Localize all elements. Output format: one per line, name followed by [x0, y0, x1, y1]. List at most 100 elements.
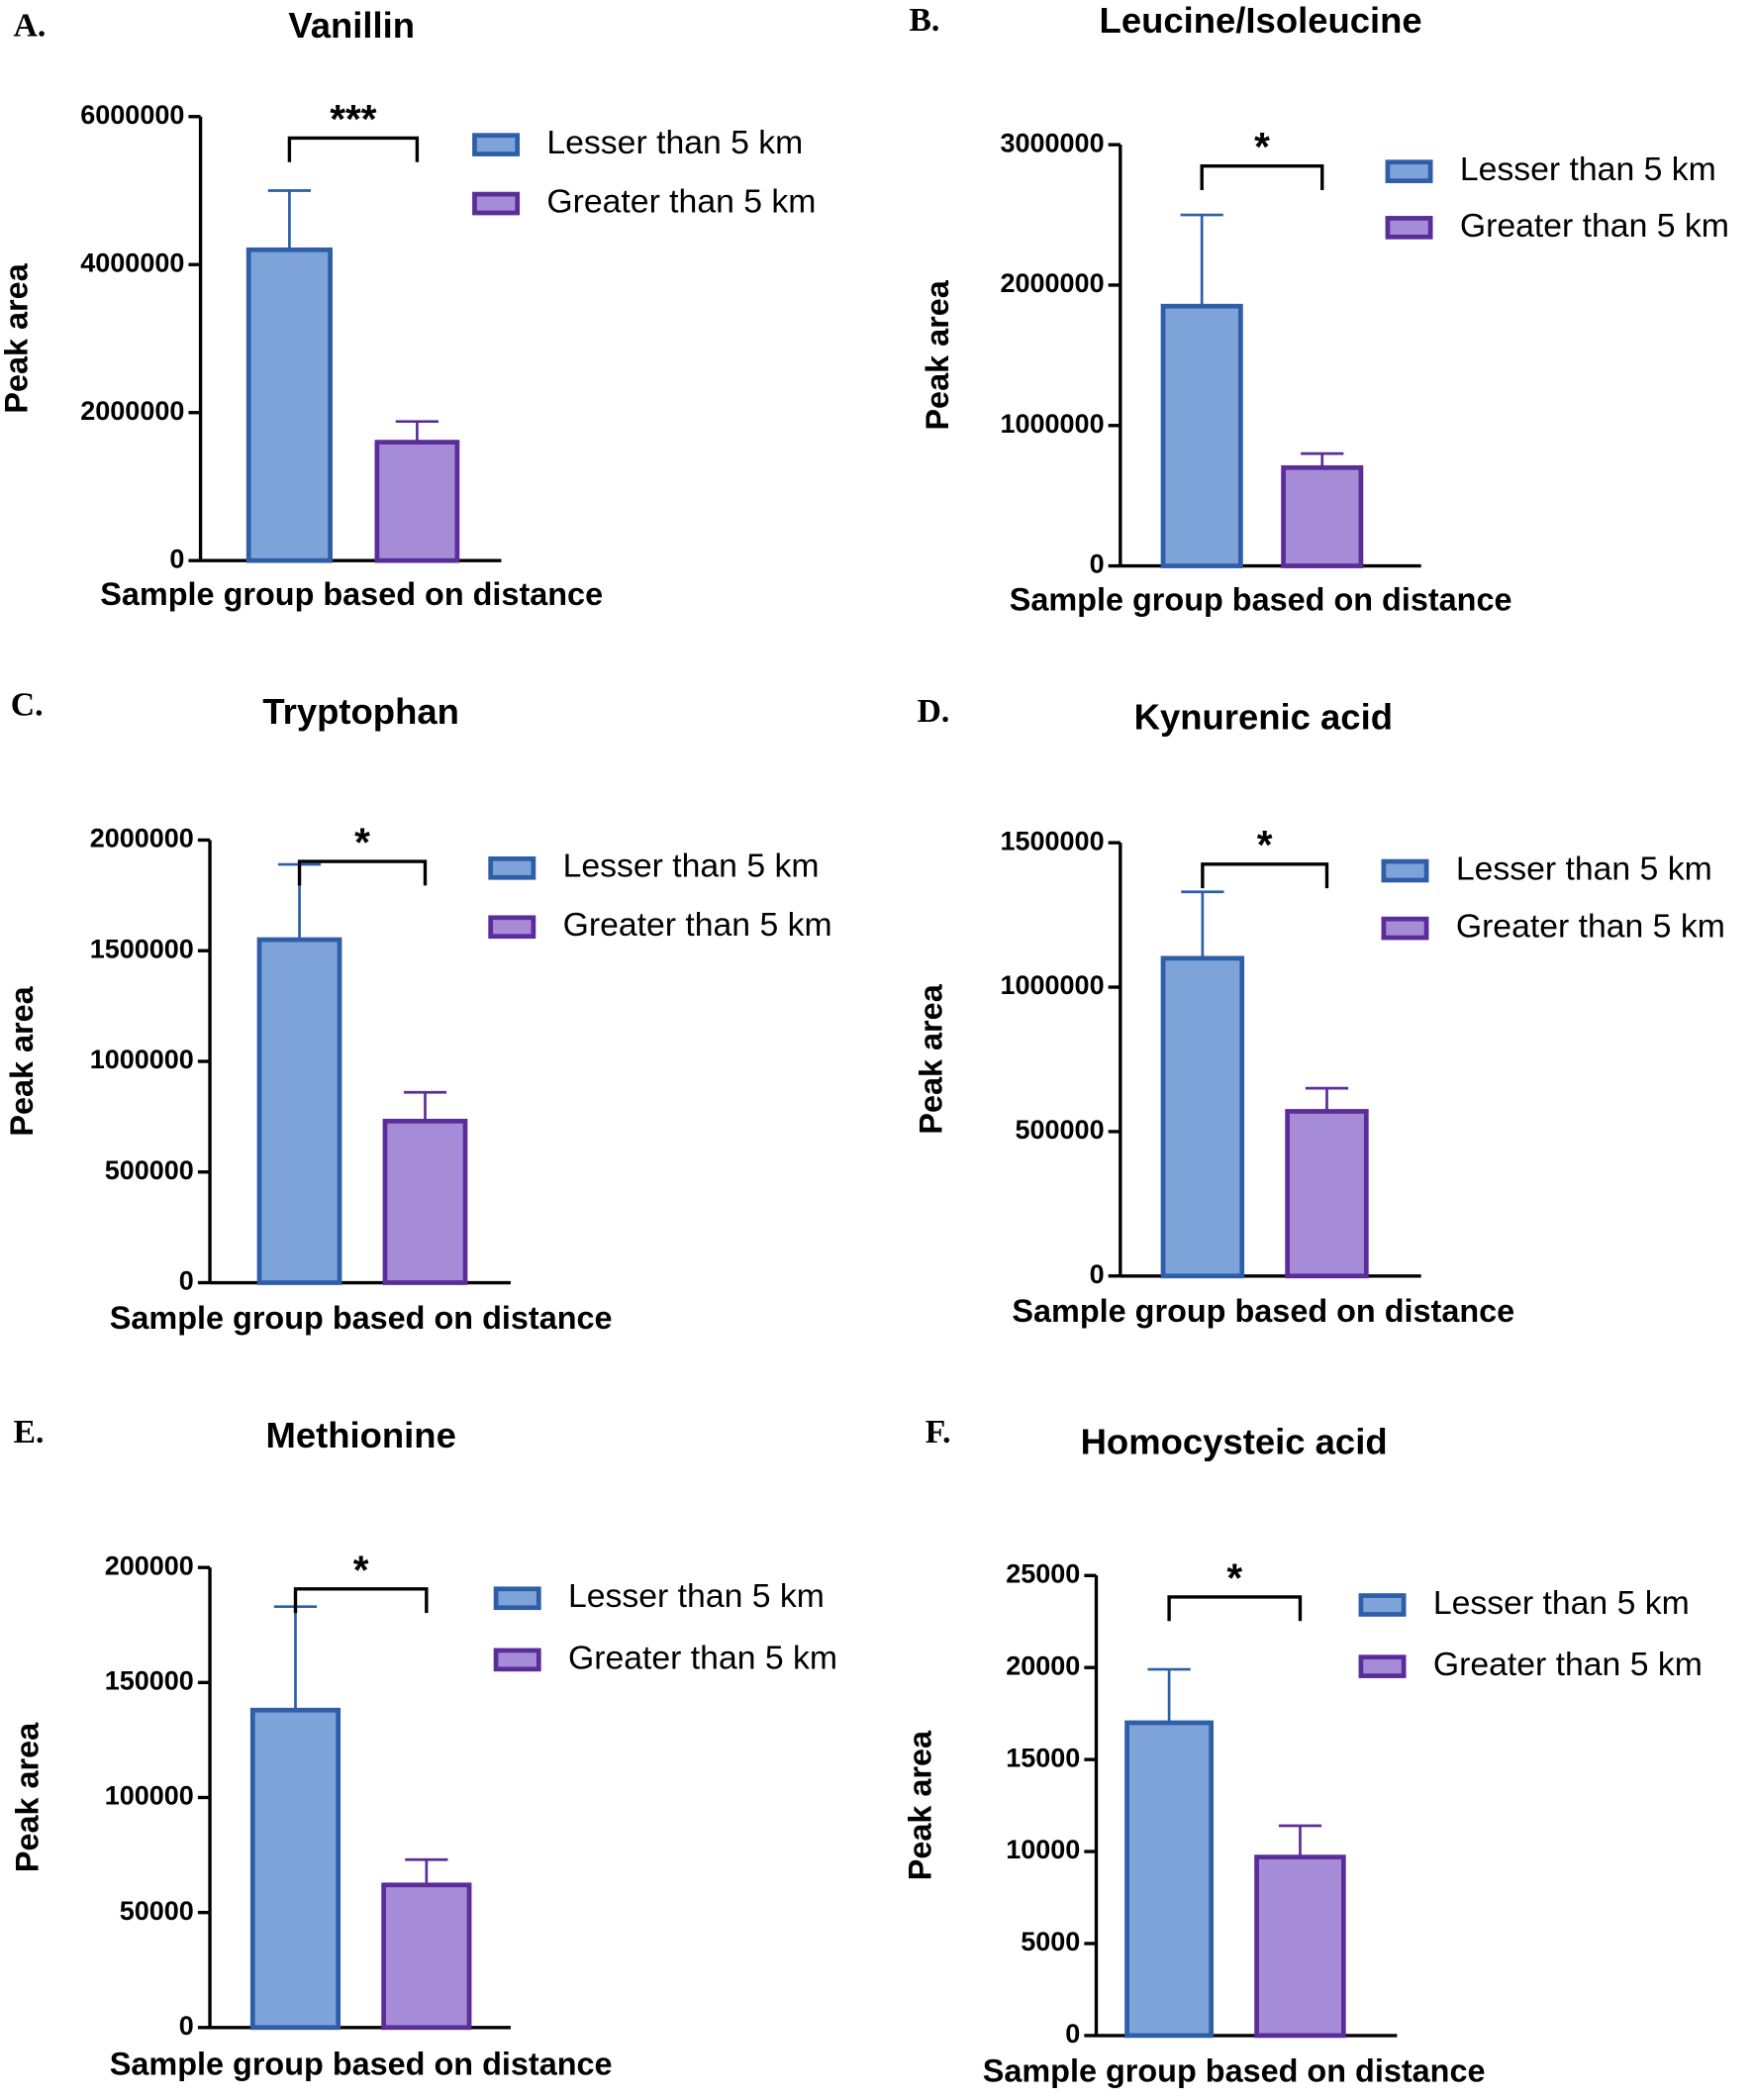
bar — [1124, 1720, 1215, 2039]
legend-label: Lesser than 5 km — [1460, 150, 1716, 188]
bar — [1160, 303, 1243, 568]
legend-swatch — [1381, 916, 1429, 941]
legend-label: Lesser than 5 km — [568, 1577, 825, 1615]
significance-bracket — [1167, 1595, 1303, 1622]
y-tick-label: 15000 — [1006, 1743, 1080, 1772]
y-tick-label: 150000 — [105, 1665, 194, 1695]
y-tick-label: 500000 — [105, 1155, 194, 1185]
y-tick-label: 0 — [1090, 550, 1105, 579]
chart-title: Tryptophan — [262, 691, 458, 732]
y-tick-label: 500000 — [1015, 1115, 1104, 1145]
panel-label: C. — [11, 686, 44, 723]
x-axis-label: Sample group based on distance — [110, 2047, 613, 2082]
legend-label: Greater than 5 km — [1456, 908, 1725, 946]
x-axis-label: Sample group based on distance — [100, 576, 603, 612]
bar — [382, 1118, 468, 1285]
bar — [1281, 464, 1364, 568]
chart-title: Vanillin — [288, 5, 415, 46]
legend-label: Greater than 5 km — [546, 182, 816, 220]
significance-stars: * — [353, 1547, 369, 1592]
chart-title: Methionine — [265, 1415, 455, 1455]
significance-stars: * — [354, 820, 370, 865]
bar — [1254, 1854, 1346, 2039]
significance-stars: * — [1226, 1554, 1242, 1600]
significance-bracket — [1200, 164, 1324, 191]
legend-swatch — [1385, 159, 1433, 183]
y-tick-label: 5000 — [1021, 1927, 1080, 1956]
legend-swatch — [493, 1586, 541, 1611]
y-tick-label: 50000 — [120, 1896, 194, 1926]
legend-swatch — [488, 915, 536, 940]
y-tick-label: 20000 — [1006, 1650, 1080, 1680]
legend-label: Greater than 5 km — [1460, 207, 1729, 245]
y-tick-label: 0 — [179, 1266, 194, 1296]
y-axis-label: Peak area — [913, 983, 948, 1134]
y-axis-label: Peak area — [4, 985, 40, 1136]
legend-swatch — [1385, 216, 1433, 240]
legend-swatch — [1358, 1654, 1407, 1678]
y-tick-label: 2000000 — [90, 824, 194, 853]
y-tick-label: 0 — [179, 2011, 194, 2041]
y-tick-label: 2000000 — [80, 396, 184, 426]
significance-bracket — [287, 136, 420, 162]
significance-bracket — [293, 1587, 429, 1614]
legend-swatch — [1358, 1593, 1407, 1617]
chart-title: Kynurenic acid — [1134, 697, 1393, 738]
y-tick-label: 4000000 — [80, 248, 184, 277]
panel-label: A. — [14, 7, 47, 44]
y-tick-label: 10000 — [1006, 1835, 1080, 1864]
legend-swatch — [1381, 858, 1429, 883]
panel-label: D. — [918, 693, 950, 730]
bar — [1160, 955, 1245, 1279]
y-tick-label: 100000 — [105, 1781, 194, 1811]
panel-label: B. — [909, 2, 939, 39]
x-axis-label: Sample group based on distance — [110, 1300, 613, 1336]
panel-label: F. — [926, 1414, 951, 1450]
legend-swatch — [472, 191, 521, 216]
significance-stars: * — [1257, 822, 1273, 867]
bar — [1285, 1109, 1369, 1279]
significance-bracket — [297, 859, 428, 886]
y-tick-label: 200000 — [105, 1550, 194, 1580]
y-tick-label: 1000000 — [90, 1045, 194, 1074]
y-axis-label: Peak area — [9, 1722, 45, 1872]
legend-swatch — [493, 1648, 541, 1672]
panel-label: E. — [14, 1414, 45, 1450]
significance-bracket — [1201, 862, 1329, 889]
bar — [249, 1707, 341, 2031]
y-tick-label: 0 — [169, 544, 184, 573]
chart-title: Homocysteic acid — [1081, 1422, 1388, 1462]
legend-swatch — [488, 855, 536, 880]
legend-label: Greater than 5 km — [1433, 1646, 1703, 1683]
chart-title: Leucine/Isoleucine — [1100, 0, 1422, 41]
y-axis-label: Peak area — [920, 279, 955, 430]
bar — [256, 937, 342, 1285]
significance-stars: *** — [330, 96, 377, 142]
legend-label: Lesser than 5 km — [563, 848, 820, 885]
y-tick-label: 0 — [1065, 2019, 1080, 2049]
y-tick-label: 0 — [1090, 1259, 1105, 1289]
legend-label: Greater than 5 km — [568, 1639, 837, 1676]
y-tick-label: 3000000 — [1000, 128, 1104, 157]
y-tick-label: 6000000 — [80, 100, 184, 130]
legend-label: Lesser than 5 km — [1456, 850, 1712, 887]
y-tick-label: 1000000 — [1000, 970, 1104, 1000]
y-axis-label: Peak area — [0, 262, 34, 413]
bar — [381, 1882, 472, 2031]
y-axis-label: Peak area — [902, 1730, 937, 1880]
y-tick-label: 2000000 — [1000, 268, 1104, 298]
y-tick-label: 1500000 — [90, 934, 194, 963]
bar — [374, 440, 460, 563]
bar — [245, 247, 333, 563]
y-tick-label: 25000 — [1006, 1558, 1080, 1588]
y-tick-label: 1000000 — [1000, 409, 1104, 439]
legend-label: Lesser than 5 km — [546, 124, 803, 161]
legend-label: Lesser than 5 km — [1433, 1584, 1690, 1622]
legend-swatch — [472, 133, 521, 156]
x-axis-label: Sample group based on distance — [1010, 582, 1512, 618]
legend-label: Greater than 5 km — [563, 906, 832, 944]
x-axis-label: Sample group based on distance — [983, 2052, 1486, 2088]
x-axis-label: Sample group based on distance — [1012, 1293, 1514, 1329]
y-tick-label: 1500000 — [1000, 826, 1104, 855]
